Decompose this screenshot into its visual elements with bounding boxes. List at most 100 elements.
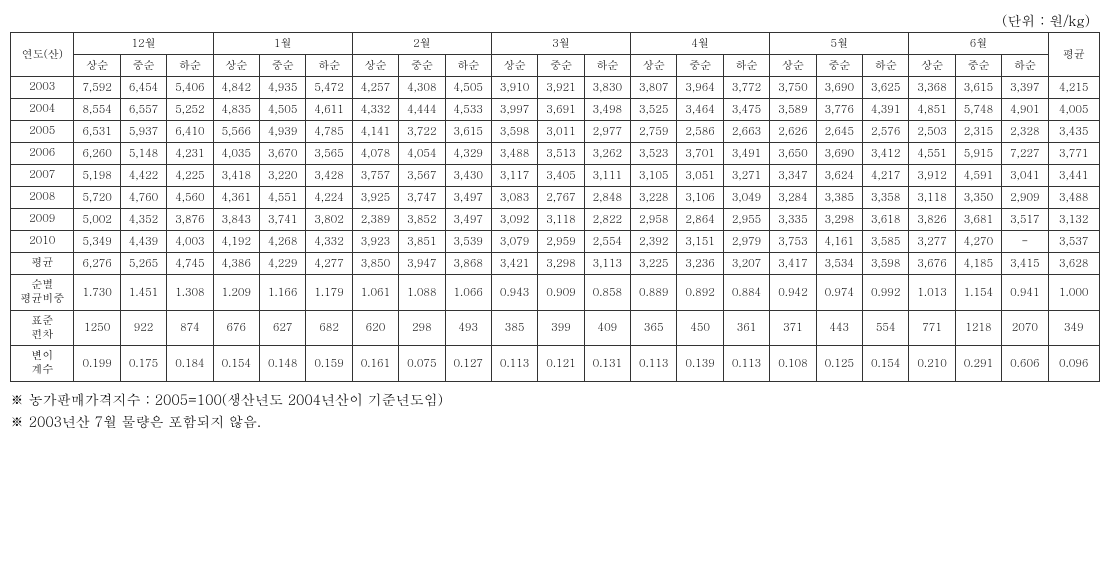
- data-cell: 4,192: [213, 231, 259, 253]
- data-cell: 3,117: [491, 165, 537, 187]
- row-label: 2005: [11, 121, 74, 143]
- avg-cell: 3,537: [1048, 231, 1099, 253]
- data-cell: 4,760: [120, 187, 166, 209]
- data-cell: 3,676: [909, 253, 955, 275]
- header-subperiod: 상순: [213, 55, 259, 77]
- data-cell: 4,533: [445, 99, 491, 121]
- data-cell: 2,554: [584, 231, 630, 253]
- row-label: 순별평균비중: [11, 275, 74, 311]
- data-cell: 5,406: [167, 77, 213, 99]
- data-cell: 3,397: [1002, 77, 1048, 99]
- data-cell: 4,611: [306, 99, 352, 121]
- data-cell: 0.210: [909, 346, 955, 382]
- avg-cell: 3,132: [1048, 209, 1099, 231]
- data-table: 연도(산) 12월 1월 2월 3월 4월 5월 6월 평균 상순중순하순상순중…: [10, 32, 1100, 382]
- header-month-12: 12월: [74, 33, 213, 55]
- data-cell: 682: [306, 310, 352, 346]
- header-month-6: 6월: [909, 33, 1048, 55]
- row-label: 변이계수: [11, 346, 74, 382]
- data-cell: 4,386: [213, 253, 259, 275]
- row-label: 평균: [11, 253, 74, 275]
- data-cell: 3,615: [955, 77, 1001, 99]
- data-cell: 3,826: [909, 209, 955, 231]
- data-cell: 3,776: [816, 99, 862, 121]
- data-cell: 1.179: [306, 275, 352, 311]
- data-cell: 3,690: [816, 77, 862, 99]
- data-cell: 3,105: [631, 165, 677, 187]
- header-subperiod: 상순: [352, 55, 398, 77]
- data-cell: 0.075: [399, 346, 445, 382]
- data-cell: 4,078: [352, 143, 398, 165]
- data-cell: 3,523: [631, 143, 677, 165]
- row-label: 2008: [11, 187, 74, 209]
- header-avg: 평균: [1048, 33, 1099, 77]
- data-cell: 0.159: [306, 346, 352, 382]
- header-subperiod: 하순: [584, 55, 630, 77]
- data-cell: 627: [259, 310, 305, 346]
- data-cell: 3,772: [723, 77, 769, 99]
- data-cell: 4,422: [120, 165, 166, 187]
- header-subperiod: 중순: [120, 55, 166, 77]
- data-cell: 4,560: [167, 187, 213, 209]
- data-cell: 4,444: [399, 99, 445, 121]
- data-cell: 4,935: [259, 77, 305, 99]
- data-cell: 4,231: [167, 143, 213, 165]
- data-cell: 0.113: [631, 346, 677, 382]
- data-cell: 3,350: [955, 187, 1001, 209]
- data-cell: 0.131: [584, 346, 630, 382]
- avg-cell: 3,435: [1048, 121, 1099, 143]
- data-cell: 3,534: [816, 253, 862, 275]
- table-row: 20105,3494,4394,0034,1924,2684,3323,9233…: [11, 231, 1100, 253]
- data-cell: 771: [909, 310, 955, 346]
- data-cell: 3,236: [677, 253, 723, 275]
- data-cell: 2,955: [723, 209, 769, 231]
- data-cell: 3,228: [631, 187, 677, 209]
- table-row: 20095,0024,3523,8763,8433,7413,8022,3893…: [11, 209, 1100, 231]
- data-cell: 3,517: [1002, 209, 1048, 231]
- avg-cell: 3,771: [1048, 143, 1099, 165]
- data-cell: 2,645: [816, 121, 862, 143]
- data-cell: 4,745: [167, 253, 213, 275]
- data-cell: 3,092: [491, 209, 537, 231]
- data-cell: 4,277: [306, 253, 352, 275]
- data-cell: 6,557: [120, 99, 166, 121]
- avg-cell: 3,488: [1048, 187, 1099, 209]
- data-cell: 3,589: [770, 99, 816, 121]
- data-cell: 3,041: [1002, 165, 1048, 187]
- header-subperiod: 상순: [74, 55, 120, 77]
- data-cell: 3,118: [538, 209, 584, 231]
- data-cell: 2,759: [631, 121, 677, 143]
- data-cell: 450: [677, 310, 723, 346]
- data-cell: 3,750: [770, 77, 816, 99]
- data-cell: 3,298: [816, 209, 862, 231]
- table-row: 20066,2605,1484,2314,0353,6703,5654,0784…: [11, 143, 1100, 165]
- data-cell: 620: [352, 310, 398, 346]
- data-cell: 3,701: [677, 143, 723, 165]
- data-cell: 3,475: [723, 99, 769, 121]
- header-month-5: 5월: [770, 33, 909, 55]
- data-cell: 3,491: [723, 143, 769, 165]
- data-cell: 3,921: [538, 77, 584, 99]
- data-cell: 5,148: [120, 143, 166, 165]
- data-cell: 3,049: [723, 187, 769, 209]
- data-cell: 0.108: [770, 346, 816, 382]
- data-cell: 3,598: [862, 253, 908, 275]
- data-cell: 4,257: [352, 77, 398, 99]
- table-row: 평균6,2765,2654,7454,3864,2294,2773,8503,9…: [11, 253, 1100, 275]
- data-cell: 4,329: [445, 143, 491, 165]
- data-cell: 4,391: [862, 99, 908, 121]
- header-subperiod: 하순: [445, 55, 491, 77]
- data-cell: 4,505: [445, 77, 491, 99]
- avg-cell: 4,215: [1048, 77, 1099, 99]
- header-subperiod: 중순: [259, 55, 305, 77]
- data-cell: 3,681: [955, 209, 1001, 231]
- data-cell: 2,392: [631, 231, 677, 253]
- data-cell: 3,225: [631, 253, 677, 275]
- data-cell: 0.154: [213, 346, 259, 382]
- data-cell: 0.889: [631, 275, 677, 311]
- data-cell: 4,229: [259, 253, 305, 275]
- data-cell: 3,358: [862, 187, 908, 209]
- data-cell: 3,912: [909, 165, 955, 187]
- data-cell: 4,185: [955, 253, 1001, 275]
- data-cell: 3,598: [491, 121, 537, 143]
